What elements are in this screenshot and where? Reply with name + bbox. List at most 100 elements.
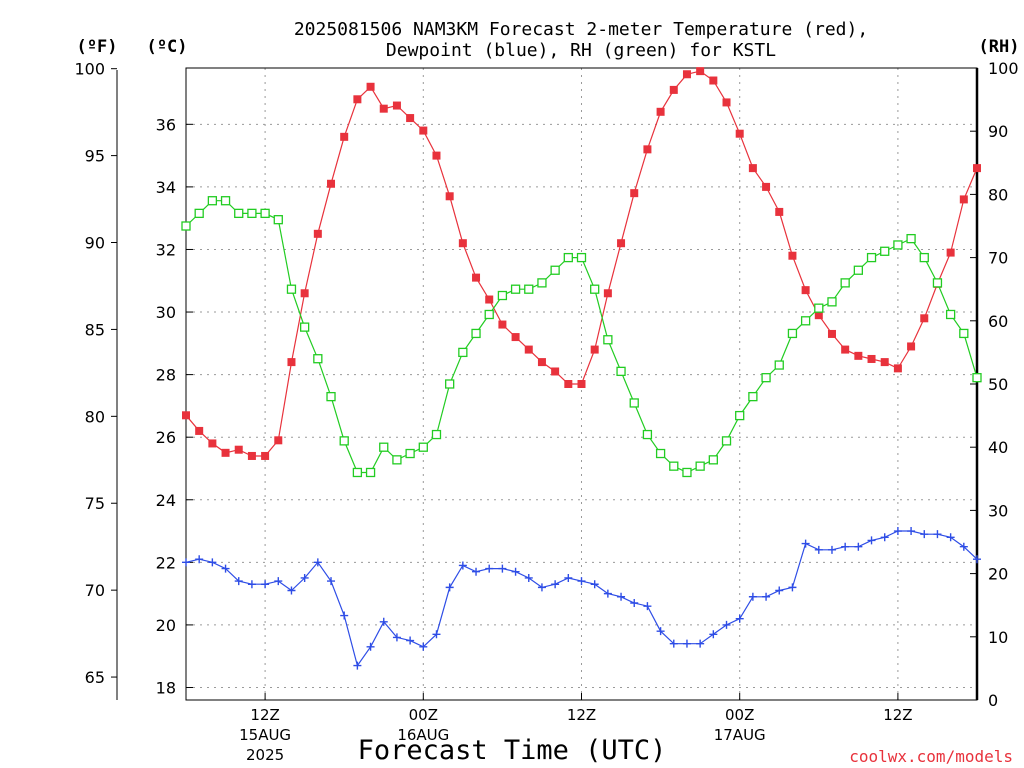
temperature-point [973,164,981,173]
dewpoint-point [551,580,560,589]
rh-point [576,252,587,263]
temperature-point [366,82,375,91]
temperature-point [946,248,955,257]
dewpoint-point [353,661,362,670]
celsius-tick-label: 30 [156,303,176,322]
temperature-point [959,195,968,204]
temperature-point [696,67,705,76]
temperature-point [814,311,823,320]
dewpoint-point [300,573,309,582]
temperature-point [445,192,454,201]
rh-tick-label: 90 [988,122,1008,141]
rh-point [418,442,428,452]
x-tick-date: 15AUG [239,726,291,744]
temperature-point [867,354,876,363]
dewpoint-point [221,564,230,573]
temperature-point [656,107,665,116]
dewpoint-point [458,561,467,570]
rh-point [392,455,402,465]
temperature-point [353,95,362,104]
temperature-point [920,314,929,323]
temperature-point [630,189,639,198]
temperature-point [748,164,757,173]
celsius-tick-label: 24 [156,491,176,510]
fahrenheit-tick-label: 65 [85,668,105,687]
rh-point [616,366,626,377]
fahrenheit-unit-label: (ºF) [77,37,118,57]
celsius-tick-label: 28 [156,366,176,385]
dewpoint-point [234,577,243,586]
rh-tick-label: 0 [988,691,998,710]
celsius-tick-label: 36 [156,115,176,134]
temperature-point [472,273,481,282]
dewpoint-point [511,567,520,576]
temperature-point [590,345,599,354]
x-tick-label: 12Z [567,706,596,724]
rh-point [669,461,679,471]
dewpoint-point [445,583,454,592]
dewpoint-point [498,564,507,573]
rh-point [299,322,310,332]
rh-point [352,467,363,478]
rh-point [181,221,191,231]
fahrenheit-tick-label: 100 [74,60,105,79]
rh-point [919,252,929,263]
rh-point [708,455,718,465]
x-tick-date: 17AUG [714,726,766,744]
rh-tick-label: 30 [988,501,1008,520]
dewpoint-point [920,530,929,539]
fahrenheit-tick-label: 95 [85,147,105,166]
dewpoint-point [524,573,533,582]
rh-line [185,200,978,474]
rh-point [445,379,455,389]
rh-point [853,265,863,275]
dewpoint-point [959,542,968,551]
chart-title-line-1: 2025081506 NAM3KM Forecast 2-meter Tempe… [294,19,868,40]
fahrenheit-tick-label: 85 [85,320,105,339]
rh-point [774,360,784,370]
rh-point [379,442,389,452]
temperature-point [709,76,718,85]
rh-point [471,328,481,339]
temperature-point [221,448,230,457]
temperature-point [643,145,652,154]
temperature-point [735,129,744,138]
temperature-point [274,436,283,445]
temperature-point [406,114,415,123]
dewpoint-series [182,527,981,670]
celsius-tick-label: 34 [156,178,176,197]
rh-point [510,284,521,294]
data-series [181,67,982,670]
dewpoint-point [946,533,955,542]
rh-point [906,233,916,244]
celsius-tick-label: 18 [156,678,176,697]
rh-point [220,196,231,206]
dewpoint-point [195,555,204,564]
temperature-point [432,151,441,160]
celsius-tick-label: 26 [156,428,176,447]
temperature-point [682,70,691,79]
x-tick-label: 12Z [250,706,279,724]
dewpoint-point [893,527,902,536]
dewpoint-point [327,577,336,586]
rh-point [866,252,877,263]
temperature-point [340,132,349,141]
dewpoint-point [313,558,322,567]
x-axis-title: Forecast Time (UTC) [358,735,667,766]
temperature-point [775,207,784,216]
dewpoint-point [564,573,573,582]
dewpoint-point [247,580,256,589]
axis-ticks: 65 70 75 80 85 90 95 100 18 20 22 24 26 28 30 32 34 36 0 10… [74,59,1018,764]
dewpoint-point [682,639,691,648]
temperature-series [182,67,981,460]
temperature-point [617,239,626,248]
dewpoint-point [669,639,678,648]
rh-point [827,297,837,307]
dewpoint-point [854,542,863,551]
rh-point [735,410,745,421]
x-tick-label: 00Z [409,706,438,724]
rh-point [761,373,771,383]
rh-point [194,208,204,219]
rh-point [339,436,349,446]
dewpoint-point [208,558,217,567]
